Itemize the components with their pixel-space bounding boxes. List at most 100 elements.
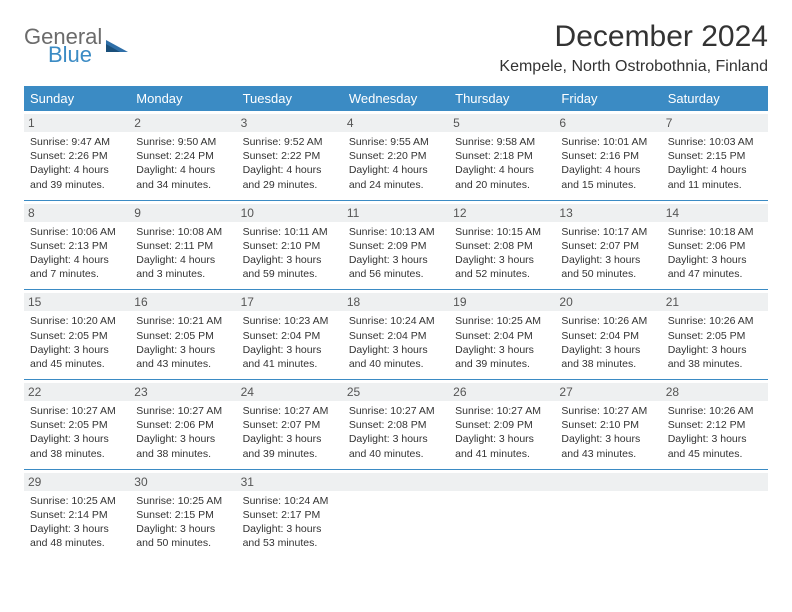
day-number: 12 — [449, 204, 555, 222]
sunrise-text: Sunrise: 9:58 AM — [455, 135, 549, 149]
day-cell: 16Sunrise: 10:21 AMSunset: 2:05 PMDaylig… — [130, 290, 236, 379]
sunset-text: Sunset: 2:09 PM — [349, 239, 443, 253]
sunset-text: Sunset: 2:04 PM — [349, 329, 443, 343]
daylight-text: Daylight: 3 hours and 38 minutes. — [30, 432, 124, 460]
day-number: 3 — [237, 114, 343, 132]
day-cell: 13Sunrise: 10:17 AMSunset: 2:07 PMDaylig… — [555, 201, 661, 290]
sunset-text: Sunset: 2:08 PM — [455, 239, 549, 253]
day-cell — [343, 470, 449, 559]
sunrise-text: Sunrise: 10:27 AM — [349, 404, 443, 418]
sunrise-text: Sunrise: 10:26 AM — [668, 314, 762, 328]
day-cell: 10Sunrise: 10:11 AMSunset: 2:10 PMDaylig… — [237, 201, 343, 290]
day-cell: 20Sunrise: 10:26 AMSunset: 2:04 PMDaylig… — [555, 290, 661, 379]
day-number: 4 — [343, 114, 449, 132]
day-cell: 14Sunrise: 10:18 AMSunset: 2:06 PMDaylig… — [662, 201, 768, 290]
day-number: 16 — [130, 293, 236, 311]
day-header: Wednesday — [343, 86, 449, 111]
sunrise-text: Sunrise: 10:25 AM — [30, 494, 124, 508]
day-number: 14 — [662, 204, 768, 222]
day-cell: 12 Sunrise: 10:15 AMSunset: 2:08 PMDaylig… — [449, 201, 555, 290]
sunrise-text: Sunrise: 10:18 AM — [668, 225, 762, 239]
sunrise-text: Sunrise: 10:24 AM — [243, 494, 337, 508]
sunrise-text: Sunrise: 10:24 AM — [349, 314, 443, 328]
daylight-text: Daylight: 3 hours and 43 minutes. — [561, 432, 655, 460]
sunset-text: Sunset: 2:05 PM — [668, 329, 762, 343]
day-number: 15 — [24, 293, 130, 311]
day-header: Thursday — [449, 86, 555, 111]
week-row: 15Sunrise: 10:20 AMSunset: 2:05 PMDaylig… — [24, 290, 768, 380]
daylight-text: Daylight: 3 hours and 52 minutes. — [455, 253, 549, 281]
sunset-text: Sunset: 2:04 PM — [561, 329, 655, 343]
sunset-text: Sunset: 2:13 PM — [30, 239, 124, 253]
sunrise-text: Sunrise: 10:25 AM — [136, 494, 230, 508]
day-number: 18 — [343, 293, 449, 311]
sunrise-text: Sunrise: 10:03 AM — [668, 135, 762, 149]
sunrise-text: Sunrise: 10:15 AM — [455, 225, 549, 239]
day-cell: 6Sunrise: 10:01 AMSunset: 2:16 PMDayligh… — [555, 111, 661, 200]
day-cell: 5Sunrise: 9:58 AMSunset: 2:18 PMDaylight… — [449, 111, 555, 200]
day-header: Saturday — [662, 86, 768, 111]
day-number: 2 — [130, 114, 236, 132]
sunset-text: Sunset: 2:06 PM — [136, 418, 230, 432]
daylight-text: Daylight: 4 hours and 20 minutes. — [455, 163, 549, 191]
sunrise-text: Sunrise: 10:21 AM — [136, 314, 230, 328]
daylight-text: Daylight: 4 hours and 24 minutes. — [349, 163, 443, 191]
day-number — [343, 473, 449, 491]
daylight-text: Daylight: 3 hours and 53 minutes. — [243, 522, 337, 550]
daylight-text: Daylight: 3 hours and 41 minutes. — [243, 343, 337, 371]
day-cell: 23Sunrise: 10:27 AMSunset: 2:06 PMDaylig… — [130, 380, 236, 469]
day-number: 21 — [662, 293, 768, 311]
day-number: 25 — [343, 383, 449, 401]
sunrise-text: Sunrise: 10:27 AM — [455, 404, 549, 418]
day-cell: 2Sunrise: 9:50 AMSunset: 2:24 PMDaylight… — [130, 111, 236, 200]
sunrise-text: Sunrise: 9:55 AM — [349, 135, 443, 149]
daylight-text: Daylight: 3 hours and 38 minutes. — [561, 343, 655, 371]
sunset-text: Sunset: 2:20 PM — [349, 149, 443, 163]
daylight-text: Daylight: 3 hours and 39 minutes. — [243, 432, 337, 460]
day-cell: 22 Sunrise: 10:27 AMSunset: 2:05 PMDaylig… — [24, 380, 130, 469]
sunset-text: Sunset: 2:08 PM — [349, 418, 443, 432]
day-cell — [662, 470, 768, 559]
day-number — [555, 473, 661, 491]
day-number: 10 — [237, 204, 343, 222]
day-number: 28 — [662, 383, 768, 401]
sunset-text: Sunset: 2:04 PM — [455, 329, 549, 343]
day-number: 1 — [24, 114, 130, 132]
day-cell: 17Sunrise: 10:23 AMSunset: 2:04 PMDaylig… — [237, 290, 343, 379]
sunrise-text: Sunrise: 10:23 AM — [243, 314, 337, 328]
day-number: 26 — [449, 383, 555, 401]
week-row: 22Sunrise: 10:27 AMSunset: 2:05 PMDaylig… — [24, 380, 768, 470]
calendar: SundayMondayTuesdayWednesdayThursdayFrid… — [24, 86, 768, 558]
day-number: 30 — [130, 473, 236, 491]
sunrise-text: Sunrise: 10:26 AM — [668, 404, 762, 418]
sunset-text: Sunset: 2:22 PM — [243, 149, 337, 163]
daylight-text: Daylight: 4 hours and 11 minutes. — [668, 163, 762, 191]
day-number: 9 — [130, 204, 236, 222]
day-number: 5 — [449, 114, 555, 132]
daylight-text: Daylight: 4 hours and 34 minutes. — [136, 163, 230, 191]
daylight-text: Daylight: 3 hours and 38 minutes. — [136, 432, 230, 460]
daylight-text: Daylight: 4 hours and 3 minutes. — [136, 253, 230, 281]
sunrise-text: Sunrise: 9:47 AM — [30, 135, 124, 149]
sunrise-text: Sunrise: 10:08 AM — [136, 225, 230, 239]
sunrise-text: Sunrise: 10:27 AM — [30, 404, 124, 418]
sunrise-text: Sunrise: 10:13 AM — [349, 225, 443, 239]
day-number: 22 — [24, 383, 130, 401]
day-number: 24 — [237, 383, 343, 401]
sunset-text: Sunset: 2:07 PM — [243, 418, 337, 432]
daylight-text: Daylight: 3 hours and 40 minutes. — [349, 432, 443, 460]
daylight-text: Daylight: 3 hours and 39 minutes. — [455, 343, 549, 371]
day-cell: 21Sunrise: 10:26 AMSunset: 2:05 PMDaylig… — [662, 290, 768, 379]
daylight-text: Daylight: 3 hours and 50 minutes. — [561, 253, 655, 281]
day-cell: 4 Sunrise: 9:55 AMSunset: 2:20 PMDaylight… — [343, 111, 449, 200]
month-title: December 2024 — [499, 20, 768, 54]
day-number: 31 — [237, 473, 343, 491]
daylight-text: Daylight: 3 hours and 45 minutes. — [30, 343, 124, 371]
week-row: 8Sunrise: 10:06 AMSunset: 2:13 PMDayligh… — [24, 201, 768, 291]
sunset-text: Sunset: 2:05 PM — [30, 418, 124, 432]
daylight-text: Daylight: 3 hours and 47 minutes. — [668, 253, 762, 281]
sunset-text: Sunset: 2:15 PM — [136, 508, 230, 522]
sunset-text: Sunset: 2:09 PM — [455, 418, 549, 432]
daylight-text: Daylight: 3 hours and 50 minutes. — [136, 522, 230, 550]
day-cell: 31Sunrise: 10:24 AMSunset: 2:17 PMDaylig… — [237, 470, 343, 559]
